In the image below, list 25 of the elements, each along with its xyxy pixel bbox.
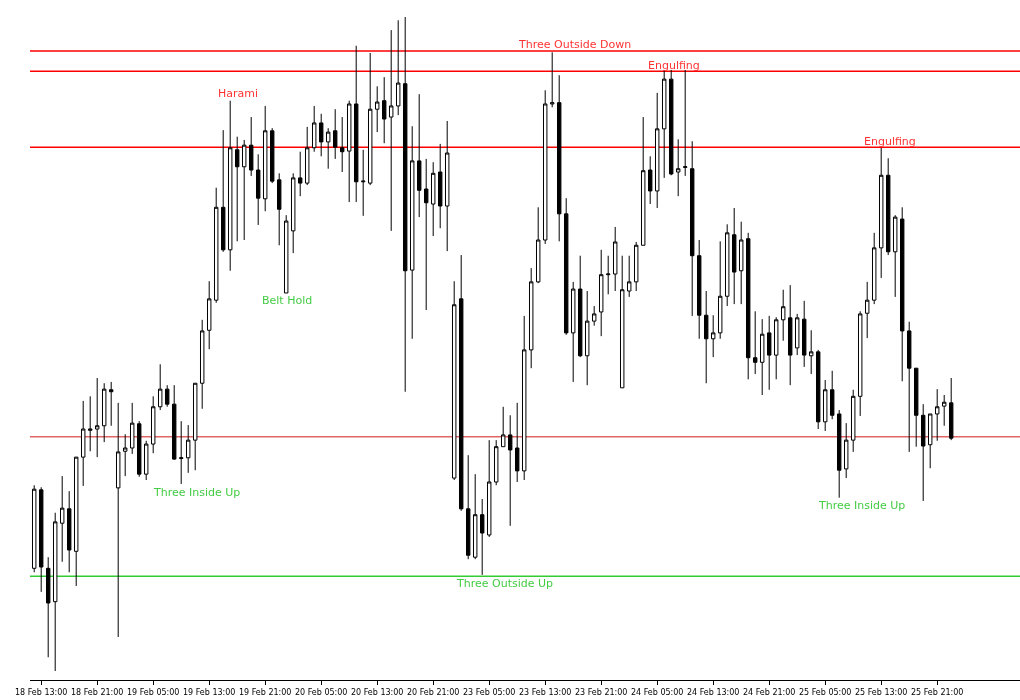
x-tick-label: 25 Feb 21:00 xyxy=(910,687,964,697)
x-tick-label: 18 Feb 13:00 xyxy=(14,687,68,697)
x-tick-label: 18 Feb 21:00 xyxy=(70,687,124,697)
x-tick-label: 23 Feb 21:00 xyxy=(574,687,628,697)
annotation: Harami xyxy=(218,87,259,100)
x-tick-label: 23 Feb 13:00 xyxy=(518,687,572,697)
annotation: Three Outside Down xyxy=(518,38,632,51)
annotation: Engulfing xyxy=(648,59,700,72)
annotation: Three Inside Up xyxy=(818,499,906,512)
x-tick-label: 25 Feb 13:00 xyxy=(854,687,908,697)
x-tick-label: 24 Feb 05:00 xyxy=(630,687,684,697)
annotation: Engulfing xyxy=(864,135,916,148)
annotation: Three Inside Up xyxy=(153,486,241,499)
annotation: Three Outside Up xyxy=(456,577,554,590)
x-tick-label: 20 Feb 21:00 xyxy=(406,687,460,697)
x-tick-label: 24 Feb 21:00 xyxy=(742,687,796,697)
annotation: Belt Hold xyxy=(262,294,313,307)
x-tick-label: 19 Feb 05:00 xyxy=(126,687,180,697)
x-tick-label: 20 Feb 13:00 xyxy=(350,687,404,697)
x-tick-label: 20 Feb 05:00 xyxy=(294,687,348,697)
x-tick-label: 24 Feb 13:00 xyxy=(686,687,740,697)
x-tick-label: 19 Feb 13:00 xyxy=(182,687,236,697)
x-tick-label: 19 Feb 21:00 xyxy=(238,687,292,697)
x-tick-label: 23 Feb 05:00 xyxy=(462,687,516,697)
x-tick-label: 25 Feb 05:00 xyxy=(798,687,852,697)
